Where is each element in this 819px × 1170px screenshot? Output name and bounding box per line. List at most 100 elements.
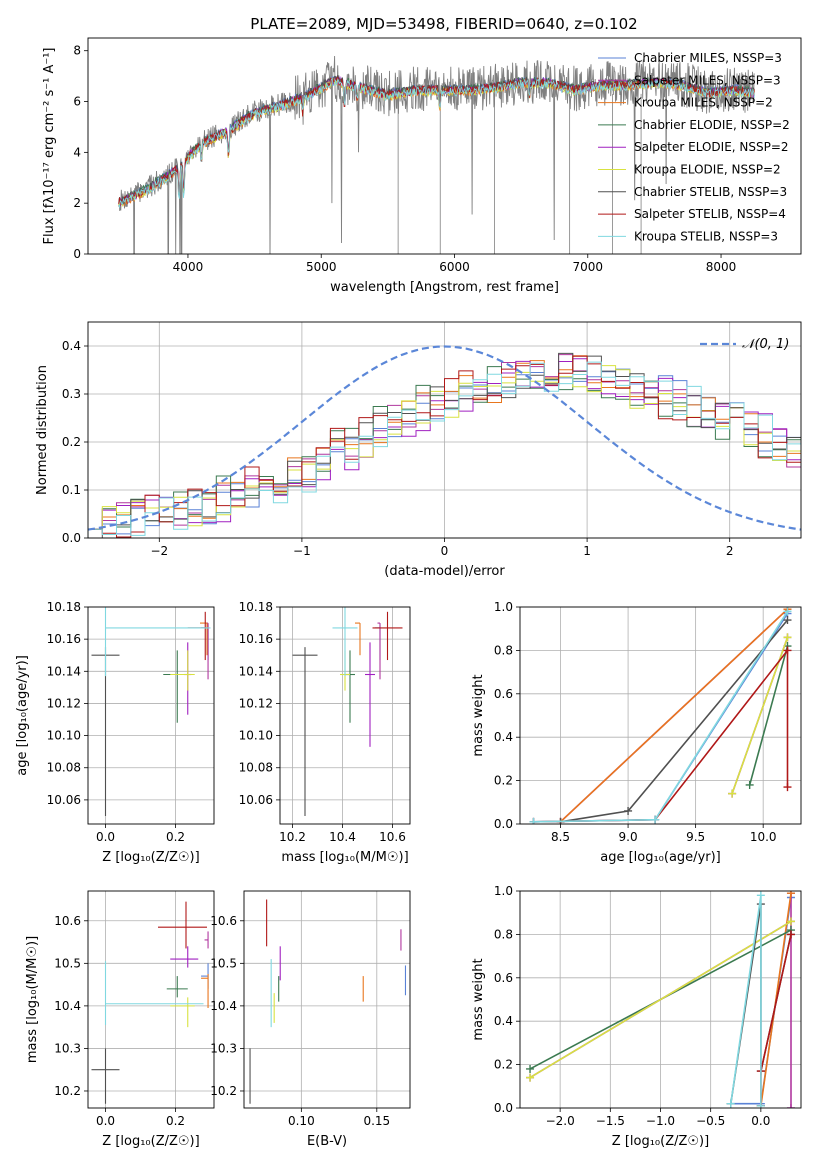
y-tick-label: 10.6 <box>54 914 81 928</box>
weight-marker <box>726 1099 735 1108</box>
legend-label: Chabrier ELODIE, NSSP=2 <box>634 118 790 132</box>
y-tick-label: 10.08 <box>47 761 81 775</box>
histogram-kroupa-stelib <box>88 361 801 538</box>
plot-area <box>292 607 403 816</box>
weight-marker <box>783 633 792 642</box>
y-tick-label: 0.3 <box>62 387 81 401</box>
data-point-kroupa-elodie <box>170 650 195 691</box>
weight-line <box>730 895 762 1106</box>
data-point-salpeter-miles <box>377 622 381 680</box>
y-tick-label: 10.10 <box>239 729 273 743</box>
data-point-salpeter-stelib <box>372 611 403 661</box>
legend-label: Salpeter STELIB, NSSP=4 <box>634 207 786 221</box>
y-tick-label: 10.5 <box>210 956 237 970</box>
y-tick-label: 0.6 <box>494 687 513 701</box>
plot-area <box>526 891 795 1108</box>
y-tick-label: 0.1 <box>62 483 81 497</box>
axes-spectrum: 4000 5000 6000 7000 8000 0 2 4 6 8 wavelength [Ang… <box>42 37 802 295</box>
data-point-chabrier-elodie <box>345 650 355 723</box>
x-tick-label: −2.0 <box>546 1114 575 1128</box>
axes-frame <box>87 321 802 539</box>
weight-line <box>533 648 789 823</box>
axes-frame <box>87 606 215 825</box>
data-point-chabrier-miles <box>375 624 381 661</box>
y-axis-label: age [log₁₀(age/yr)] <box>15 655 30 776</box>
x-tick-label: −1.5 <box>596 1114 625 1128</box>
x-tick-label: 0 <box>441 544 449 558</box>
weight-line <box>533 610 789 823</box>
x-tick-label: 0.2 <box>166 1114 185 1128</box>
plot-area <box>88 345 801 538</box>
x-axis-label: Z [log₁₀(Z/Z☉)] <box>102 850 199 865</box>
x-tick-label: 10.4 <box>329 830 356 844</box>
y-tick-label: 0.8 <box>494 927 513 941</box>
axes-frame <box>87 890 215 1109</box>
y-tick-label: 8 <box>73 44 81 58</box>
y-axis-label: mass [log₁₀(M/M☉)] <box>25 936 40 1063</box>
axes-frame <box>279 606 411 825</box>
data-point-chabrier-miles <box>201 963 209 989</box>
y-axis-label: mass weight <box>471 674 486 756</box>
x-tick-label: 0.0 <box>96 830 115 844</box>
y-tick-label: 10.4 <box>54 999 81 1013</box>
x-tick-label: 8000 <box>706 260 737 274</box>
y-tick-label: 10.10 <box>47 729 81 743</box>
x-tick-label: 5000 <box>306 260 337 274</box>
x-tick-label: −1 <box>293 544 311 558</box>
weight-marker <box>783 607 792 616</box>
y-tick-label: 10.16 <box>47 632 81 646</box>
weight-marker <box>624 806 633 815</box>
weight-marker <box>529 817 538 824</box>
axes-residuals: −2 −1 0 1 2 0.0 0.1 0.2 0.3 0.4 (data-model)/error… <box>35 321 802 579</box>
x-tick-label: −2 <box>150 544 168 558</box>
legend-label: Chabrier MILES, NSSP=3 <box>634 51 782 65</box>
weight-marker <box>783 616 792 625</box>
weight-series-kroupa-stelib <box>726 891 765 1108</box>
panels: 4000 5000 6000 7000 8000 0 2 4 6 8 wavelength [Ang… <box>15 37 802 1149</box>
y-tick-label: 0.2 <box>494 1058 513 1072</box>
weight-line <box>559 608 789 823</box>
weight-marker <box>745 780 754 789</box>
y-axis-label: Normed distribution <box>35 365 50 495</box>
data-point-kroupa-elodie <box>170 997 195 1028</box>
weight-marker <box>756 891 765 900</box>
weight-line <box>748 645 789 786</box>
axes-frame <box>243 890 411 1109</box>
x-tick-label: 0.0 <box>96 1114 115 1128</box>
x-axis-label: (data-model)/error <box>384 564 505 579</box>
legend-label: Kroupa MILES, NSSP=2 <box>634 96 773 110</box>
x-tick-label: 7000 <box>572 260 603 274</box>
data-point-kroupa-stelib <box>104 961 204 1026</box>
y-tick-label: 10.2 <box>210 1084 237 1098</box>
axes-age-vs-Z: 0.0 0.2 10.06 10.08 10.10 10.12 10.14 10.16 10.1… <box>15 600 215 865</box>
y-tick-label: 0.2 <box>494 774 513 788</box>
y-tick-label: 10.3 <box>210 1041 237 1055</box>
x-tick-label: 10.6 <box>379 830 406 844</box>
x-tick-label: 9.5 <box>686 830 705 844</box>
x-tick-label: 0.10 <box>288 1114 315 1128</box>
plot-area <box>118 55 755 254</box>
data-point-chabrier-stelib <box>292 647 318 816</box>
legend-label: Salpeter ELODIE, NSSP=2 <box>634 140 789 154</box>
y-tick-label: 10.3 <box>54 1041 81 1055</box>
x-tick-label: 10.0 <box>750 830 777 844</box>
axes-mass-vs-Z: 0.0 0.2 10.2 10.3 10.4 10.5 10.6 Z [log₁₀(Z/Z☉)… <box>25 890 215 1149</box>
y-tick-label: 10.18 <box>47 600 81 614</box>
plot-area <box>91 607 211 816</box>
data-point-chabrier-elodie <box>163 650 185 723</box>
data-point-chabrier-elodie <box>166 976 188 998</box>
plot-area <box>529 607 792 824</box>
y-tick-label: 0.0 <box>494 1101 513 1115</box>
model-line-chabrier-stelib <box>118 74 755 205</box>
y-tick-label: 0.6 <box>494 971 513 985</box>
y-tick-label: 0.2 <box>62 435 81 449</box>
y-tick-label: 0.4 <box>62 339 81 353</box>
plot-area <box>249 899 407 1104</box>
x-axis-label: mass [log₁₀(M/M☉)] <box>281 850 408 865</box>
weight-series-kroupa-miles <box>556 607 792 824</box>
axes-age-vs-mass: 10.2 10.4 10.6 10.06 10.08 10.10 10.12 10.14 10.… <box>239 600 411 865</box>
y-tick-label: 1.0 <box>494 600 513 614</box>
normal-curve <box>88 345 801 531</box>
figure-title: PLATE=2089, MJD=53498, FIBERID=0640, z=0… <box>250 15 637 33</box>
